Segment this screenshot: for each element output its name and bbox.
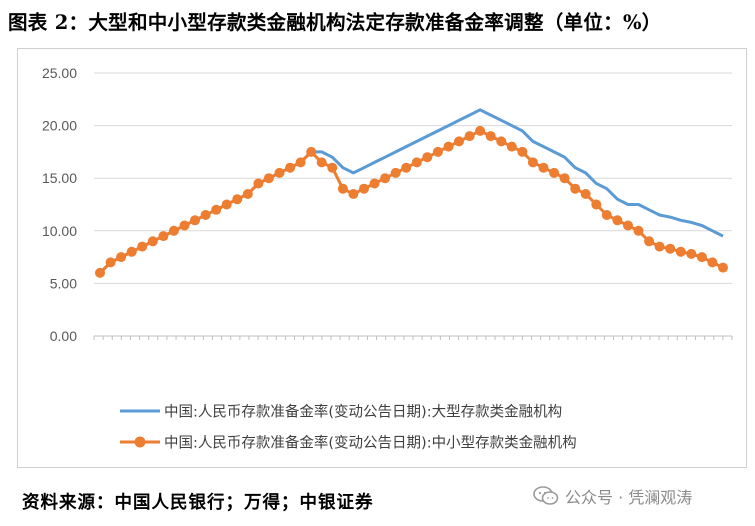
data-point: [295, 157, 306, 168]
data-point: [411, 157, 422, 168]
y-axis-ticks: 0.00 5.00 10.00 15.00 20.00 25.00: [42, 65, 77, 344]
data-point: [496, 136, 507, 147]
data-point: [369, 178, 380, 189]
data-point: [380, 173, 391, 184]
wechat-icon: [533, 486, 559, 506]
data-point: [432, 146, 443, 157]
data-point: [718, 262, 728, 273]
data-point: [137, 241, 148, 252]
data-point: [348, 189, 359, 199]
legend-label-small: 中国:人民币存款准备金率(变动公告日期):中小型存款类金融机构: [164, 435, 577, 452]
data-point: [242, 189, 253, 199]
data-point: [179, 220, 190, 231]
data-point: [232, 194, 243, 205]
legend-item-large: 中国:人民币存款准备金率(变动公告日期):大型存款类金融机构: [120, 404, 562, 421]
data-point: [538, 162, 549, 173]
chart-title: 图表 2：大型和中小型存款类金融机构法定存款准备金率调整（单位：%）: [8, 11, 662, 34]
data-point: [580, 189, 591, 199]
data-point: [126, 246, 137, 257]
data-point: [591, 199, 602, 210]
y-tick-label: 25.00: [42, 65, 77, 81]
data-point: [390, 167, 401, 178]
legend-label-large: 中国:人民币存款准备金率(变动公告日期):大型存款类金融机构: [164, 404, 562, 421]
data-point: [707, 257, 718, 268]
chart-frame: [17, 48, 747, 468]
y-tick-label: 10.00: [42, 223, 77, 239]
data-point: [190, 215, 200, 226]
data-point: [570, 183, 581, 194]
data-point: [327, 162, 338, 173]
data-point: [200, 210, 211, 220]
data-point: [612, 215, 623, 226]
y-tick-label: 20.00: [42, 118, 77, 134]
legend-item-small: 中国:人民币存款准备金率(变动公告日期):中小型存款类金融机构: [120, 435, 577, 452]
data-point: [147, 236, 158, 247]
data-point: [559, 173, 570, 184]
data-point: [168, 225, 179, 236]
series-line-1: [98, 129, 724, 274]
data-point: [475, 125, 486, 136]
data-point: [422, 152, 433, 163]
legend: 中国:人民币存款准备金率(变动公告日期):大型存款类金融机构 中国:人民币存款准…: [120, 404, 577, 452]
data-point: [401, 162, 412, 173]
data-point: [316, 157, 327, 168]
data-point: [263, 173, 274, 184]
data-point: [443, 141, 454, 152]
data-point: [95, 267, 105, 278]
data-point: [306, 146, 317, 157]
data-point: [485, 131, 496, 142]
data-point: [623, 220, 633, 231]
data-point: [359, 183, 369, 194]
data-point: [464, 131, 475, 142]
data-point: [654, 241, 665, 252]
data-point: [274, 167, 285, 178]
watermark: 公众号 · 凭澜观涛: [533, 484, 692, 508]
data-point: [116, 252, 127, 263]
series-lines: [95, 108, 728, 278]
data-point: [105, 257, 116, 268]
y-tick-label: 15.00: [42, 170, 77, 186]
source-note: 资料来源：中国人民银行；万得；中银证券: [22, 493, 374, 513]
data-point: [601, 210, 612, 220]
series-line-0: [98, 108, 724, 274]
data-point: [527, 157, 538, 168]
watermark-text: 公众号 · 凭澜观涛: [565, 488, 693, 507]
data-point: [454, 136, 464, 147]
data-point: [686, 248, 697, 259]
data-point: [211, 204, 222, 215]
x-axis: [93, 335, 733, 340]
data-point: [506, 141, 517, 152]
y-tick-label: 0.00: [50, 328, 77, 344]
data-point: [285, 162, 296, 173]
data-point: [696, 252, 707, 263]
data-point: [517, 146, 528, 157]
data-point: [644, 236, 655, 247]
data-point: [337, 183, 348, 194]
data-point: [221, 199, 232, 210]
legend-marker-small: [134, 436, 146, 448]
data-point: [633, 225, 644, 236]
y-tick-label: 5.00: [50, 275, 77, 291]
data-point: [253, 178, 264, 189]
gridlines: [94, 72, 732, 284]
data-point: [675, 246, 686, 257]
data-point: [158, 231, 169, 242]
data-point: [665, 243, 676, 254]
data-point: [549, 167, 560, 178]
